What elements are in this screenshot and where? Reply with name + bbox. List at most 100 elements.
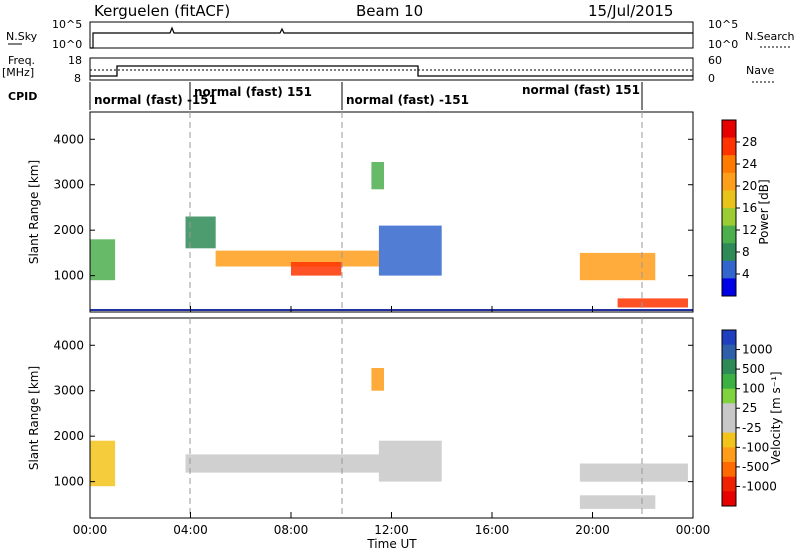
cpid-mode-1: normal (fast) -151 [94,93,217,107]
velocity-colorbar-label: Velocity [m s⁻¹] [769,371,783,464]
ytick-label: 1000 [53,475,84,489]
colorbar-tick-label: 1000 [742,343,773,357]
colorbar-tick-label: 25 [742,401,757,415]
colorbar-tick-label: 12 [742,223,757,237]
freq-right-tick-bottom: 0 [708,72,715,85]
power-colorbar-label: Power [dB] [757,179,771,244]
colorbar-swatch [722,403,736,419]
noise-left-tick-bottom: 10^0 [52,38,82,51]
data-region-0-3 [291,262,342,276]
ytick-label: 1000 [53,269,84,283]
power-ylabel: Slant Range [km] [27,160,41,264]
data-region-0-0 [90,239,116,281]
colorbar-tick-label: 24 [742,157,757,171]
colorbar-swatch [722,260,736,279]
colorbar-tick-label: -25 [742,421,762,435]
power-colorbar-frame [721,119,737,297]
xtick-label: 16:00 [475,523,510,537]
colorbar-swatch [722,359,736,375]
colorbar-swatch [722,330,736,346]
data-region-0-4 [378,225,442,276]
xtick-label: 20:00 [575,523,610,537]
power-heatmap [90,162,688,308]
colorbar-swatch [722,278,736,297]
data-region-0-6 [579,252,656,281]
data-region-1-2 [371,368,384,391]
colorbar-swatch [722,462,736,478]
xtick-label: 00:00 [73,523,108,537]
velocity-ylabel: Slant Range [km] [27,366,41,470]
nsky-trace [90,26,693,49]
nave-label: Nave [746,64,774,77]
cpid-mode-3: normal (fast) -151 [346,93,469,107]
colorbar-tick-label: -500 [742,460,769,474]
noise-panel [89,21,694,49]
ytick-label: 4000 [53,132,84,146]
power-panel-frame [89,111,694,313]
colorbar-tick-label: 100 [742,382,765,396]
freq-left-tick-top: 18 [68,54,82,67]
cpid-mode-4: normal (fast) 151 [522,83,640,97]
colorbar-tick-label: -1000 [742,479,777,493]
freq-trace [90,65,693,77]
beam-title: Beam 10 [356,2,423,20]
ytick-label: 2000 [53,223,84,237]
date-title: 15/Jul/2015 [588,2,673,20]
velocity-colorbar: 1000 500 100 25 -25 -100 -500 -1000 [722,330,777,507]
colorbar-tick-label: 20 [742,179,757,193]
colorbar-tick-label: 500 [742,362,765,376]
colorbar-tick-label: 28 [742,135,757,149]
colorbar-swatch [722,388,736,404]
ytick-label: 3000 [53,178,84,192]
colorbar-swatch [722,418,736,434]
data-region-1-3 [378,440,442,482]
xtick-label: 04:00 [173,523,208,537]
ytick-label: 2000 [53,429,84,443]
noise-left-tick-top: 10^5 [52,18,82,31]
colorbar-tick-label: -100 [742,440,769,454]
colorbar-swatch [722,432,736,448]
data-region-1-5 [579,495,656,509]
colorbar-swatch [722,243,736,262]
data-region-0-1 [185,216,216,249]
colorbar-swatch [722,172,736,191]
data-region-0-5 [371,162,384,190]
xtick-label: 12:00 [374,523,409,537]
velocity-heatmap [90,368,688,509]
colorbar-swatch [722,447,736,463]
data-region-0-7 [617,298,688,308]
freq-panel [89,57,694,81]
colorbar-swatch [722,374,736,390]
ytick-label: 4000 [53,338,84,352]
power-colorbar: 28 24 20 16 12 8 4 [722,120,757,297]
data-region-1-0 [90,440,116,487]
noise-right-tick-top: 10^5 [708,18,738,31]
velocity-colorbar-frame [721,329,737,507]
colorbar-swatch [722,137,736,156]
cpid-mode-2: normal (fast) 151 [194,85,312,99]
site-title: Kerguelen (fitACF) [94,2,230,20]
noise-right-tick-bottom: 10^0 [708,38,738,51]
freq-right-tick-top: 60 [708,54,722,67]
colorbar-swatch [722,344,736,360]
data-region-1-1 [185,454,379,473]
freq-left-tick-bottom: 8 [74,72,81,85]
freq-unit-label: [MHz] [2,66,34,79]
colorbar-tick-label: 4 [742,267,750,281]
colorbar-swatch [722,120,736,139]
colorbar-swatch [722,190,736,209]
xtick-label: 00:00 [676,523,711,537]
xlabel: Time UT [366,537,417,551]
colorbar-swatch [722,491,736,507]
colorbar-tick-label: 8 [742,245,750,259]
colorbar-swatch [722,155,736,174]
nsky-label: N.Sky [6,30,38,43]
nsearch-label: N.Search [745,30,795,43]
colorbar-tick-label: 16 [742,201,757,215]
ytick-label: 3000 [53,384,84,398]
velocity-panel-frame [89,317,694,519]
colorbar-swatch [722,476,736,492]
freq-label: Freq. [8,54,35,67]
xtick-label: 08:00 [274,523,309,537]
